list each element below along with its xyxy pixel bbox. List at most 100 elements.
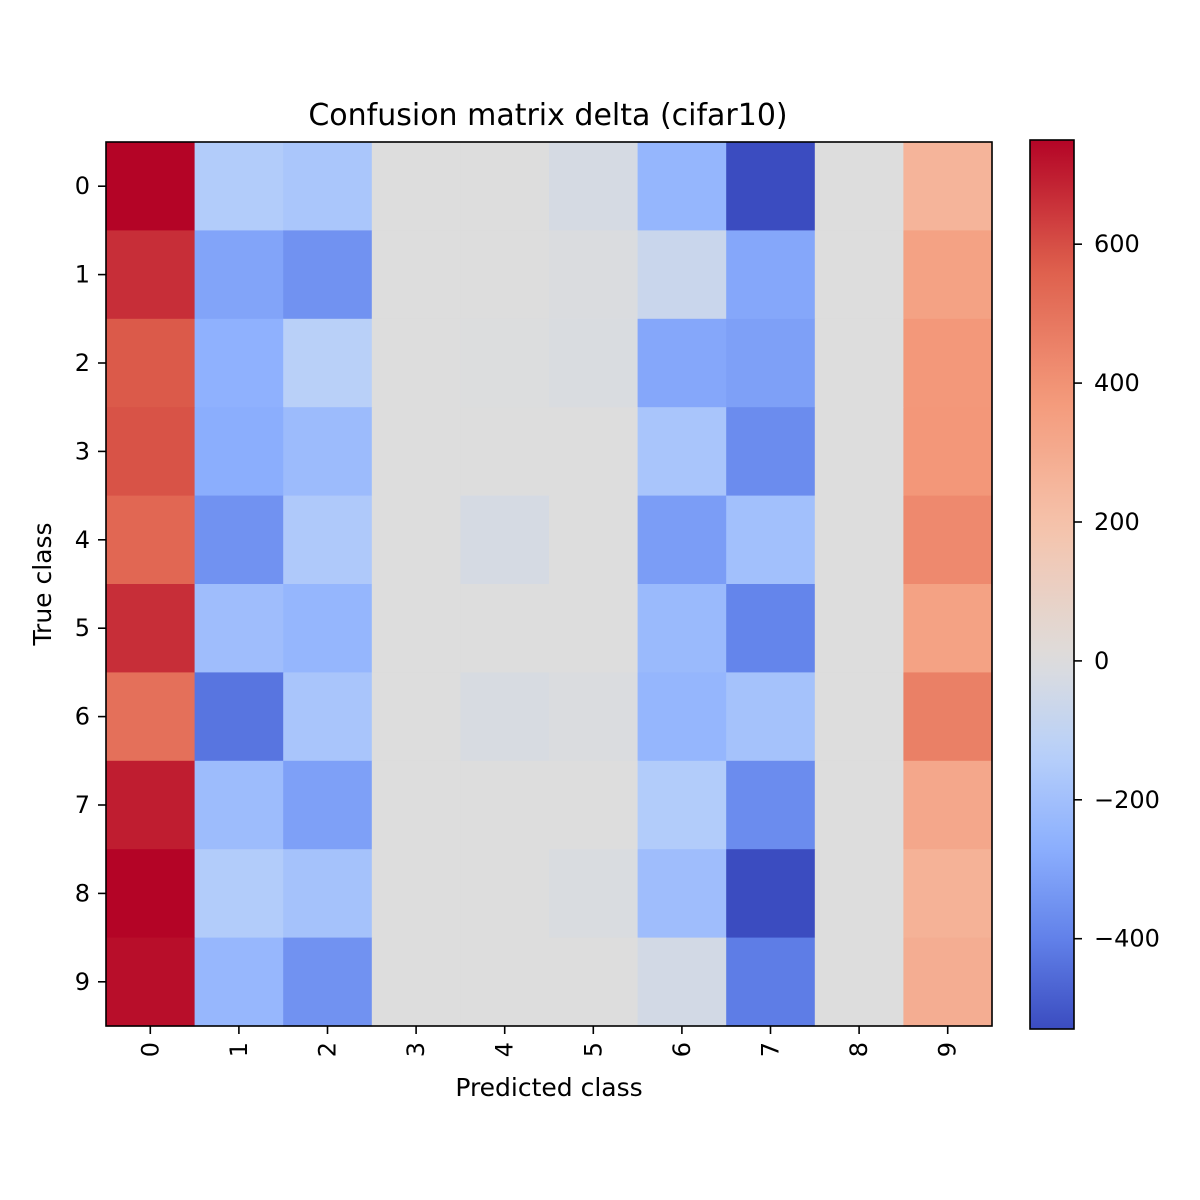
- colorbar-tick-label: 200: [1094, 508, 1140, 536]
- heatmap-cell: [549, 407, 639, 497]
- heatmap-cell: [460, 584, 550, 673]
- heatmap-cell: [637, 849, 727, 939]
- heatmap-cell: [637, 318, 727, 408]
- heatmap-cell: [283, 142, 373, 231]
- heatmap-cell: [194, 584, 284, 673]
- x-tick-label: 0: [136, 1042, 164, 1057]
- heatmap-cell: [283, 495, 373, 585]
- heatmap-cell: [460, 495, 550, 585]
- heatmap-cell: [371, 584, 461, 673]
- heatmap-cell: [460, 230, 550, 320]
- heatmap-cell: [549, 495, 639, 585]
- y-tick-label: 6: [75, 703, 90, 731]
- y-tick-label: 5: [75, 614, 90, 642]
- y-tick-label: 4: [75, 526, 90, 554]
- y-tick-label: 1: [75, 261, 90, 289]
- colorbar-tick-label: −400: [1094, 925, 1160, 953]
- heatmap-cell: [814, 407, 904, 497]
- heatmap-cell: [726, 230, 816, 320]
- colorbar-tick-label: 600: [1094, 230, 1140, 258]
- heatmap-cell: [194, 230, 284, 320]
- heatmap-cell: [549, 849, 639, 939]
- heatmap-cell: [371, 849, 461, 939]
- heatmap-cell: [371, 495, 461, 585]
- heatmap-cell: [106, 230, 196, 320]
- heatmap-cell: [371, 142, 461, 231]
- colorbar-frame: [1029, 139, 1075, 1030]
- x-axis: 0 1 2 3 4 5 6 7 8 9: [136, 1026, 962, 1057]
- heatmap-cell: [637, 142, 727, 231]
- heatmap-cell: [637, 937, 727, 1027]
- heatmap-cell: [726, 142, 816, 231]
- heatmap-cell: [106, 584, 196, 673]
- heatmap-cell: [903, 142, 993, 231]
- heatmap-cell: [106, 672, 196, 762]
- heatmap-cell: [637, 230, 727, 320]
- heatmap-cell: [726, 495, 816, 585]
- colorbar: 600 400 200 0 −200 −400: [1029, 139, 1160, 1030]
- heatmap-cell: [194, 760, 284, 850]
- heatmap-cell: [106, 760, 196, 850]
- x-axis-label: Predicted class: [455, 1073, 642, 1102]
- heatmap-cell: [283, 230, 373, 320]
- heatmap-cell: [814, 142, 904, 231]
- heatmap-cell: [637, 495, 727, 585]
- heatmap-cell: [460, 672, 550, 762]
- heatmap-cell: [194, 318, 284, 408]
- heatmap-cell: [637, 672, 727, 762]
- plot-frame: [105, 141, 993, 1027]
- heatmap-cell: [106, 318, 196, 408]
- heatmap-cell: [106, 849, 196, 939]
- heatmap-cell: [814, 849, 904, 939]
- x-tick-label: 7: [757, 1042, 785, 1057]
- heatmap-cell: [460, 849, 550, 939]
- heatmap-cell: [194, 672, 284, 762]
- heatmap-cell: [903, 584, 993, 673]
- heatmap-cell: [283, 672, 373, 762]
- y-tick-label: 2: [75, 349, 90, 377]
- heatmap-cell: [106, 495, 196, 585]
- heatmap-cell: [194, 849, 284, 939]
- heatmap-cell: [903, 407, 993, 497]
- heatmap-cell: [106, 142, 196, 231]
- x-tick-label: 1: [225, 1042, 253, 1057]
- heatmap-cell: [549, 142, 639, 231]
- heatmap-cell: [903, 760, 993, 850]
- x-tick-label: 5: [579, 1042, 607, 1057]
- heatmap-cell: [637, 760, 727, 850]
- x-tick-label: 4: [491, 1042, 519, 1057]
- heatmap-cell: [903, 318, 993, 408]
- heatmap-cell: [549, 584, 639, 673]
- heatmap-cell: [726, 407, 816, 497]
- heatmap-cell: [460, 318, 550, 408]
- heatmap-cell: [283, 937, 373, 1027]
- heatmap-cell: [460, 407, 550, 497]
- heatmap-cell: [903, 849, 993, 939]
- heatmap-cell: [106, 937, 196, 1027]
- heatmap-cell: [903, 672, 993, 762]
- heatmap-cell: [726, 937, 816, 1027]
- heatmap-cell: [814, 584, 904, 673]
- x-tick-label: 3: [402, 1042, 430, 1057]
- y-tick-label: 0: [75, 172, 90, 200]
- heatmap-cell: [371, 230, 461, 320]
- colorbar-tick-label: 0: [1094, 647, 1109, 675]
- heatmap-cell: [549, 937, 639, 1027]
- heatmap-cell: [194, 495, 284, 585]
- heatmap-cell: [283, 318, 373, 408]
- heatmap-cell: [549, 230, 639, 320]
- heatmap-cell: [194, 937, 284, 1027]
- heatmap-cell: [903, 937, 993, 1027]
- heatmap-cell: [283, 760, 373, 850]
- heatmap-cell: [460, 760, 550, 850]
- heatmap-cell: [460, 142, 550, 231]
- y-tick-label: 9: [75, 968, 90, 996]
- x-tick-label: 9: [934, 1042, 962, 1057]
- heatmap-cell: [637, 407, 727, 497]
- colorbar-gradient: [1030, 140, 1074, 1029]
- heatmap-cell: [283, 584, 373, 673]
- heatmap-cell: [726, 672, 816, 762]
- y-axis-label: True class: [28, 522, 57, 646]
- y-axis: 0 1 2 3 4 5 6 7 8 9: [75, 172, 106, 996]
- chart-title: Confusion matrix delta (cifar10): [308, 98, 787, 133]
